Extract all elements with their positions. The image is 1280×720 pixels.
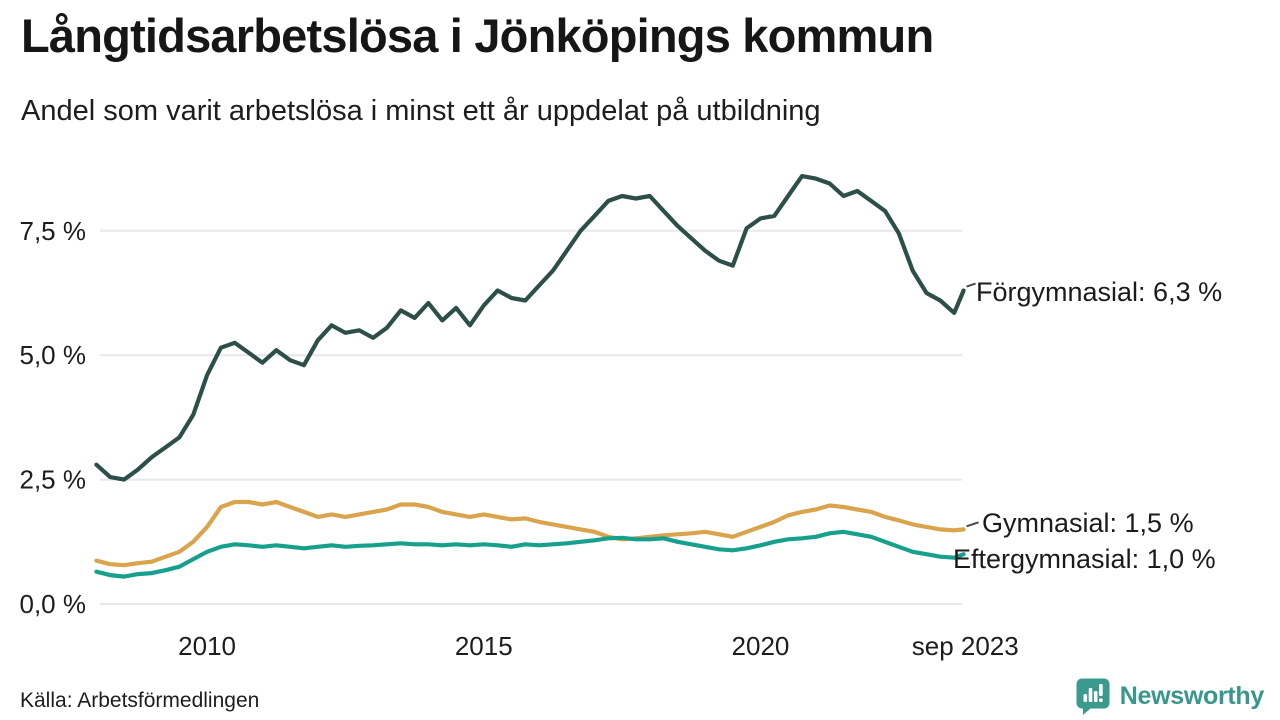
bar-medium — [1093, 691, 1098, 702]
exclamation-dot — [1098, 698, 1103, 702]
end-label-eftergymnasial: Eftergymnasial: 1,0 % — [953, 544, 1216, 574]
page-subtitle: Andel som varit arbetslösa i minst ett å… — [21, 95, 821, 127]
y-tick-label: 7,5 % — [20, 216, 87, 246]
newsworthy-wordmark: Newsworthy — [1119, 682, 1265, 710]
brand-logo: Newsworthy — [1075, 677, 1264, 716]
x-tick-label: 2015 — [455, 631, 513, 661]
leader-dash-forgymnasial — [966, 282, 976, 288]
series-line-forgymnasial — [94, 174, 966, 482]
speech-bubble-shape — [1076, 678, 1110, 715]
bar-tall — [1088, 688, 1093, 702]
source-note: Källa: Arbetsförmedlingen — [20, 689, 260, 712]
newsworthy-logo-icon — [1076, 678, 1110, 715]
exclamation-stem — [1098, 684, 1103, 696]
bar-small — [1083, 694, 1087, 702]
series-line-gymnasial — [94, 499, 966, 568]
end-label-forgymnasial: Förgymnasial: 6,3 % — [976, 277, 1223, 307]
y-tick-label: 2,5 % — [20, 465, 87, 495]
x-tick-label: 2010 — [178, 631, 236, 661]
x-tick-label: sep 2023 — [912, 631, 1019, 661]
end-label-gymnasial: Gymnasial: 1,5 % — [982, 508, 1194, 538]
y-tick-label: 5,0 % — [20, 340, 87, 370]
series-line-eftergymnasial — [94, 529, 966, 579]
x-tick-label: 2020 — [732, 631, 790, 661]
page-title: Långtidsarbetslösa i Jönköpings kommun — [21, 9, 934, 62]
leader-dash-gymnasial — [966, 521, 979, 528]
y-tick-label: 0,0 % — [20, 589, 87, 619]
